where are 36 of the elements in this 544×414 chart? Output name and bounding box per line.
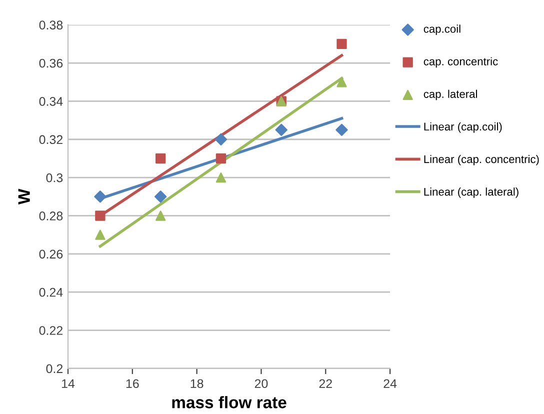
point (216, 153, 226, 164)
legend-label: cap. lateral (424, 90, 477, 100)
x-axis-title: mass flow rate (172, 396, 286, 408)
legend-label: Linear (cap. concentric) (424, 154, 539, 166)
point (216, 172, 226, 183)
point (275, 124, 288, 136)
legend-label: Linear (cap.coil) (424, 122, 502, 133)
y-tick-label: 0.36 (39, 58, 63, 68)
x-tick-label: 22 (319, 379, 332, 388)
point (214, 133, 228, 146)
point (336, 38, 347, 50)
point (95, 210, 106, 221)
x-tick-label: 20 (254, 379, 268, 388)
legend-label: Linear (cap. lateral) (424, 188, 518, 198)
point (94, 190, 106, 203)
y-tick-label: 0.28 (39, 212, 63, 220)
point (156, 210, 166, 221)
y-tick-label: 0.32 (39, 135, 63, 144)
point (95, 230, 106, 240)
legend-label: cap.coil (424, 24, 460, 35)
y-tick-label: 0.38 (39, 20, 63, 30)
point (154, 190, 167, 203)
x-tick-label: 14 (62, 379, 75, 388)
point (336, 124, 348, 136)
y-tick-label: 0.26 (39, 250, 63, 259)
y-tick-label: 0.22 (39, 326, 63, 335)
legend-label: cap. concentric (424, 57, 498, 68)
y-axis-title: W (18, 188, 30, 204)
x-tick-label: 18 (190, 379, 204, 388)
x-tick-label: 16 (126, 379, 139, 388)
y-tick-label: 0.34 (39, 97, 63, 106)
y-tick-label: 0.24 (39, 288, 63, 297)
x-tick-label: 24 (384, 379, 397, 388)
point (156, 153, 166, 164)
y-tick-label: 0.2 (46, 364, 63, 374)
y-tick-label: 0.3 (46, 173, 63, 182)
